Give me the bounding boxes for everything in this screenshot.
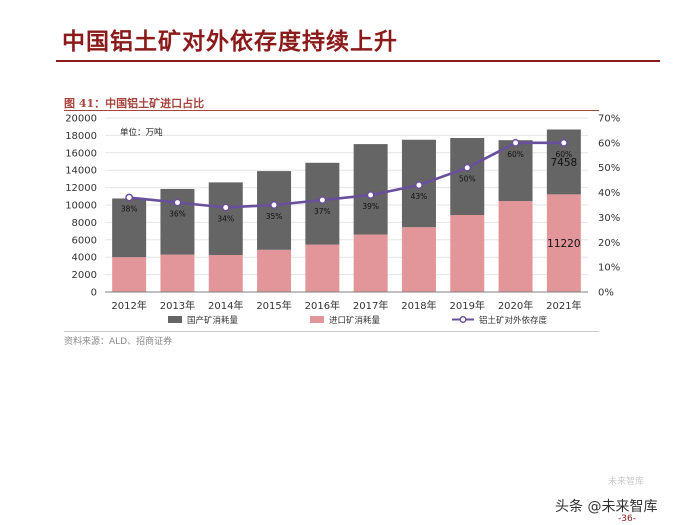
right-tick-label: 0% bbox=[598, 288, 614, 299]
dependency-label: 35% bbox=[266, 212, 283, 221]
legend-swatch bbox=[310, 316, 324, 323]
dependency-label: 38% bbox=[121, 205, 138, 214]
left-tick-label: 10000 bbox=[65, 201, 97, 212]
legend-marker bbox=[459, 316, 467, 323]
left-tick-label: 8000 bbox=[72, 218, 97, 229]
dependency-label: 39% bbox=[362, 202, 379, 211]
bar-domestic bbox=[208, 182, 243, 256]
x-tick-label: 2021年 bbox=[546, 299, 581, 312]
bar-imported bbox=[401, 227, 436, 292]
chart-bars: 11220 7458 bbox=[112, 129, 581, 292]
dependency-label: 34% bbox=[217, 214, 234, 223]
left-tick-label: 2000 bbox=[72, 270, 97, 281]
legend-label: 进口矿消耗量 bbox=[329, 315, 381, 326]
x-tick-label: 2016年 bbox=[305, 299, 340, 312]
bar-imported bbox=[208, 255, 243, 292]
x-tick-label: 2020年 bbox=[498, 299, 533, 312]
right-tick-label: 50% bbox=[598, 163, 620, 174]
source-note: 资料来源：ALD、招商证券 bbox=[64, 337, 173, 347]
bar-imported bbox=[160, 254, 195, 292]
right-tick-label: 30% bbox=[598, 213, 620, 224]
page-number: -36- bbox=[618, 514, 636, 524]
x-tick-label: 2018年 bbox=[401, 299, 436, 312]
bar-imported bbox=[257, 249, 292, 292]
figure-title: 图 41：中国铝土矿进口占比 bbox=[64, 97, 205, 110]
x-tick-label: 2014年 bbox=[208, 299, 243, 312]
bar-value-label: 7458 bbox=[550, 157, 577, 169]
title-divider bbox=[56, 60, 660, 62]
dependency-point bbox=[270, 201, 278, 209]
right-tick-label: 60% bbox=[598, 138, 620, 149]
dependency-label: 36% bbox=[169, 210, 186, 219]
right-y-axis: 0% 10% 20% 30% 40% 50% 60% 70% bbox=[598, 114, 620, 299]
bar-imported bbox=[450, 215, 485, 292]
dependency-label: 60% bbox=[556, 150, 573, 159]
dependency-point bbox=[415, 181, 423, 190]
bar-imported bbox=[546, 194, 581, 292]
bar-value-label: 11220 bbox=[547, 238, 580, 250]
left-tick-label: 14000 bbox=[65, 166, 97, 177]
left-y-axis: 0 2000 4000 6000 8000 10000 12000 14000 16000 180… bbox=[65, 114, 97, 299]
left-tick-label: 16000 bbox=[65, 148, 97, 159]
x-tick-label: 2012年 bbox=[111, 299, 146, 312]
unit-label: 单位：万吨 bbox=[120, 127, 163, 138]
dependency-point bbox=[221, 203, 230, 212]
dependency-line-path bbox=[129, 141, 564, 209]
dependency-label: 43% bbox=[411, 192, 428, 201]
bar-domestic bbox=[257, 171, 292, 250]
bar-imported bbox=[305, 244, 340, 292]
x-axis: 2012年 2013年 2014年 2015年 2016年 2017年 2018年 2019年… bbox=[105, 291, 588, 312]
dependency-line: 38% 36% 34% 35% 37% 39% 43% 50% 60% 60% bbox=[121, 138, 573, 223]
left-tick-label: 20000 bbox=[65, 114, 97, 125]
dependency-point bbox=[511, 138, 520, 147]
left-tick-label: 4000 bbox=[72, 253, 97, 264]
left-tick-label: 12000 bbox=[65, 183, 97, 194]
watermark: 头条 @未来智库 bbox=[555, 499, 658, 515]
dependency-point bbox=[173, 198, 182, 207]
left-tick-label: 0 bbox=[91, 288, 97, 299]
bar-domestic bbox=[112, 198, 147, 258]
x-tick-label: 2019年 bbox=[450, 299, 485, 312]
page-title: 中国铝土矿对外依存度持续上升 bbox=[62, 28, 398, 55]
dependency-label: 37% bbox=[314, 207, 331, 216]
dependency-point bbox=[463, 163, 472, 172]
legend-label: 国产矿消耗量 bbox=[187, 315, 239, 326]
dependency-label: 50% bbox=[459, 175, 476, 184]
bar-domestic bbox=[498, 140, 533, 202]
bar-domestic bbox=[450, 138, 485, 216]
legend-label: 铝土矿对外依存度 bbox=[479, 315, 548, 326]
right-tick-label: 40% bbox=[598, 188, 620, 199]
dependency-point bbox=[559, 138, 568, 147]
source-divider bbox=[64, 331, 599, 332]
right-tick-label: 70% bbox=[598, 114, 620, 125]
dependency-point bbox=[366, 191, 375, 200]
bar-domestic bbox=[353, 144, 388, 235]
x-tick-label: 2013年 bbox=[160, 299, 195, 312]
x-tick-label: 2015年 bbox=[256, 299, 291, 312]
chart-legend: 国产矿消耗量 进口矿消耗量 铝土矿对外依存度 bbox=[168, 315, 548, 326]
dependency-point bbox=[318, 196, 327, 204]
bar-imported bbox=[353, 234, 388, 292]
x-tick-label: 2017年 bbox=[353, 299, 388, 312]
bar-imported bbox=[112, 257, 147, 292]
right-tick-label: 20% bbox=[598, 238, 620, 249]
legend-swatch bbox=[168, 316, 182, 323]
figure-title-divider bbox=[64, 110, 599, 111]
wechat-watermark: 未来智库 bbox=[608, 477, 645, 487]
dependency-point bbox=[125, 193, 134, 202]
left-tick-label: 6000 bbox=[72, 235, 97, 246]
left-tick-label: 18000 bbox=[65, 131, 97, 142]
dependency-label: 60% bbox=[507, 150, 524, 159]
bar-imported bbox=[498, 201, 533, 292]
right-tick-label: 10% bbox=[598, 263, 620, 274]
